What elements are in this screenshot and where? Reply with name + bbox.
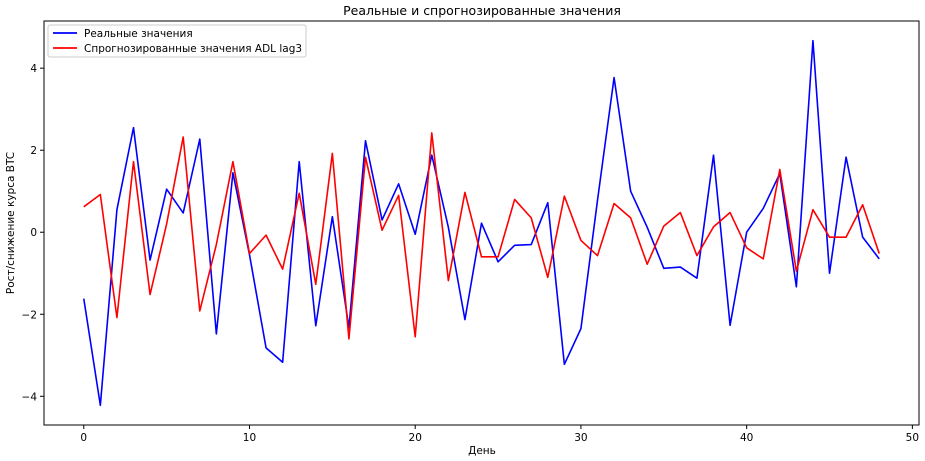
y-axis-label: Рост/снижение курса BTC (5, 152, 17, 294)
series-lines (82, 39, 880, 407)
legend-box (47, 24, 307, 58)
legend-label-forecast: Спрогнозированные значения ADL lag3 (84, 43, 302, 55)
x-tick-label: 10 (243, 432, 256, 444)
y-tick-label: −2 (22, 309, 37, 321)
plot-area: 0 10 20 30 40 50 −4 −2 0 2 4 (22, 20, 920, 444)
x-tick-label: 0 (80, 432, 87, 444)
x-tick-label: 50 (906, 432, 919, 444)
legend-label-actual: Реальные значения (84, 28, 193, 40)
y-tick-label: 2 (30, 145, 37, 157)
y-tick-label: −4 (22, 391, 38, 403)
series-line-actual (82, 39, 880, 407)
x-tick-label: 20 (409, 432, 422, 444)
legend: Реальные значения Спрогнозированные знач… (47, 24, 307, 58)
y-axis-ticks: −4 −2 0 2 4 (22, 63, 44, 403)
chart-title: Реальные и спрогнозированные значения (343, 3, 621, 18)
y-tick-label: 0 (30, 227, 37, 239)
y-tick-label: 4 (30, 63, 37, 75)
x-tick-label: 30 (574, 432, 587, 444)
x-axis-label: День (468, 445, 496, 457)
x-tick-label: 40 (740, 432, 753, 444)
plot-frame (43, 20, 920, 426)
x-axis-ticks: 0 10 20 30 40 50 (80, 425, 919, 444)
series-line-forecast (83, 132, 880, 340)
